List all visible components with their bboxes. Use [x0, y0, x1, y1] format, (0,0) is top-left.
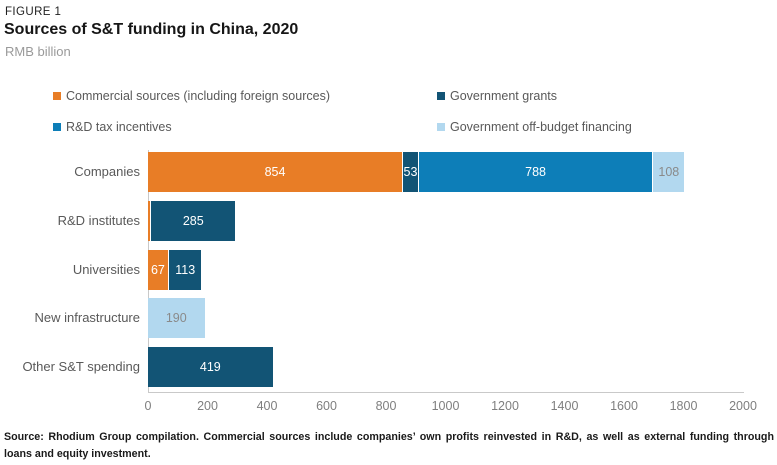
- category-label-new-infrastructure: New infrastructure: [34, 310, 140, 325]
- bar-segment-government_grants: 113: [167, 250, 202, 290]
- legend-swatch-icon: [437, 92, 445, 100]
- axis-unit-label: RMB billion: [5, 44, 71, 59]
- x-axis-tick-0: 0: [144, 399, 152, 413]
- x-axis-line: [148, 392, 744, 393]
- x-axis-tick-1600: 1600: [610, 399, 638, 413]
- legend-item-government-off-budget-financing: Government off-budget financing: [437, 120, 632, 134]
- legend-swatch-icon: [437, 123, 445, 131]
- bar-segment-government_grants: 419: [148, 347, 273, 387]
- bar-row-new-infrastructure: 190: [148, 298, 205, 338]
- category-label-r-d-institutes: R&D institutes: [57, 213, 140, 228]
- bar-value-label: 788: [525, 165, 547, 179]
- x-axis-tick-1200: 1200: [491, 399, 519, 413]
- x-axis-tick-400: 400: [256, 399, 278, 413]
- bar-segment-commercial: 67: [148, 250, 168, 290]
- bar-segment-commercial: [148, 201, 151, 241]
- bar-value-label: 108: [658, 165, 680, 179]
- page-title: Sources of S&T funding in China, 2020: [4, 21, 299, 38]
- bar-segment-government_off_budget: 190: [148, 298, 205, 338]
- bar-segment-commercial: 854: [148, 152, 403, 192]
- bar-value-label: 53: [403, 165, 418, 179]
- bar-row-r-d-institutes: 285: [148, 201, 236, 241]
- legend-label: Commercial sources (including foreign so…: [66, 89, 330, 103]
- legend-item-government-grants: Government grants: [437, 89, 557, 103]
- bar-value-label: 67: [150, 263, 165, 277]
- legend-label: R&D tax incentives: [66, 120, 172, 134]
- bar-value-label: 113: [175, 263, 196, 277]
- bar-segment-government_grants: 285: [150, 201, 236, 241]
- bar-segment-rd_tax_incentives: 788: [417, 152, 653, 192]
- legend-swatch-icon: [53, 123, 61, 131]
- x-axis-tick-200: 200: [197, 399, 218, 413]
- bar-segment-government_grants: 53: [402, 152, 418, 192]
- source-note: Source: Rhodium Group compilation. Comme…: [4, 431, 774, 460]
- x-axis-tick-1800: 1800: [669, 399, 698, 413]
- x-axis-tick-600: 600: [316, 399, 337, 413]
- x-axis-tick-2000: 2000: [729, 399, 757, 413]
- bar-segment-government_off_budget: 108: [652, 152, 685, 192]
- category-label-universities: Universities: [72, 262, 140, 277]
- bar-row-universities: 67 113: [148, 250, 202, 290]
- bar-row-companies: 854 53 788 108: [148, 152, 685, 192]
- legend-label: Government off-budget financing: [450, 120, 632, 134]
- legend-item-r-d-tax-incentives: R&D tax incentives: [53, 120, 172, 134]
- bar-value-label: 419: [199, 360, 221, 374]
- x-axis-tick-1000: 1000: [431, 399, 460, 413]
- figure-kicker: FIGURE 1: [5, 6, 62, 18]
- category-label-companies: Companies: [74, 164, 140, 179]
- x-axis-tick-800: 800: [375, 399, 397, 413]
- bar-value-label: 285: [182, 214, 204, 228]
- category-label-other-s-t-spending: Other S&T spending: [22, 359, 140, 374]
- legend-item-commercial-sources-including-foreign-sources: Commercial sources (including foreign so…: [53, 89, 330, 103]
- legend-swatch-icon: [53, 92, 61, 100]
- bar-value-label: 190: [165, 311, 187, 325]
- x-axis-tick-1400: 1400: [550, 399, 579, 413]
- bar-value-label: 854: [264, 165, 286, 179]
- bar-row-other-s-t-spending: 419: [148, 347, 273, 387]
- legend-label: Government grants: [450, 89, 557, 103]
